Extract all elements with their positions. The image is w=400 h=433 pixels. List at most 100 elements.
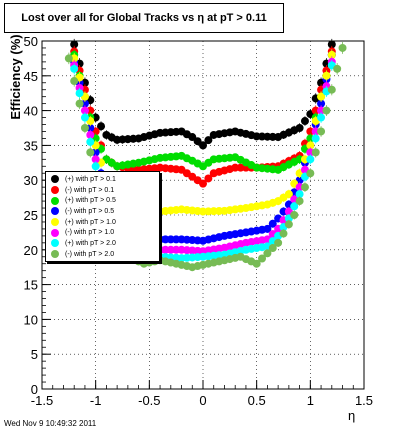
data-point [300,117,309,126]
y-tick-label: 20 [24,243,38,258]
data-point [284,220,293,229]
data-point [290,211,299,219]
legend-marker [51,207,59,216]
data-point [86,148,95,157]
data-point [258,254,267,263]
y-tick-label: 25 [24,208,38,223]
y-tick-label: 5 [31,347,38,362]
x-axis-label: η [348,408,356,423]
data-point [188,133,197,142]
data-point [284,190,293,199]
data-point [263,249,272,258]
y-tick-label: 15 [24,278,38,293]
data-point [252,259,261,268]
legend-marker [51,239,59,248]
data-point [338,43,347,52]
data-point [300,183,309,192]
legend-entry: (+) with pT > 0.5 [51,195,159,206]
y-tick-label: 0 [31,382,38,397]
legend-marker [51,175,59,184]
data-point [290,202,299,211]
data-point [317,92,326,101]
data-point [64,54,73,63]
axes: -1.5 -1 -0.5 0 0.5 1 1.5 0 5 10 15 20 25 30 35 40 45 50 [24,34,374,408]
data-point [75,89,84,98]
data-point [317,127,326,136]
data-point [263,224,272,233]
y-tick-label: 10 [24,312,38,327]
legend-entry: (+) with pT > 0.1 [51,174,159,185]
y-tick-label: 45 [24,69,38,84]
x-tick-label: -1.5 [31,393,53,408]
data-point [268,244,277,253]
data-point [80,124,89,132]
data-point [70,64,79,73]
legend-label: (-) with pT > 1.0 [65,229,115,237]
data-point [199,141,207,150]
legend-marker [51,218,59,227]
y-tick-label: 40 [24,104,38,119]
data-point [91,162,100,171]
data-point [274,238,283,247]
chart-title: Lost over all for Global Tracks vs η at … [4,3,284,33]
legend-label: (-) with pT > 0.1 [65,186,115,194]
legend-entry: (-) with pT > 1.0 [51,227,159,238]
legend-entry: (+) with pT > 1.0 [51,217,159,228]
x-tick-label: 1 [307,393,314,408]
legend-label: (-) with pT > 0.5 [65,207,115,215]
data-point [204,136,213,145]
data-point [70,40,79,49]
data-point [306,141,315,150]
x-tick-label: -1 [90,393,102,408]
data-point [97,122,106,131]
data-point [322,71,331,80]
legend-label: (+) with pT > 0.1 [65,175,116,183]
data-point [327,40,336,49]
x-tick-label: 1.5 [355,393,373,408]
data-point [86,137,95,146]
data-point [204,174,213,183]
data-point [306,155,315,164]
data-point [317,99,326,108]
data-point [80,106,89,115]
data-point [317,113,326,122]
data-point [311,148,320,157]
data-point [70,77,79,86]
data-point [279,229,288,238]
legend-marker [51,186,59,195]
data-point [193,137,202,146]
data-point [295,124,304,132]
data-point [199,179,207,188]
legend-marker [51,250,59,259]
series-0 [70,38,336,150]
data-point [327,50,336,59]
data-point [295,190,304,199]
data-point [327,85,336,94]
timestamp-footer: Wed Nov 9 10:49:32 2011 [4,419,97,428]
legend-label: (+) with pT > 2.0 [65,239,116,247]
y-tick-label: 30 [24,173,38,188]
legend-entry: (-) with pT > 0.1 [51,185,159,196]
y-tick-label: 35 [24,138,38,153]
y-tick-label: 50 [24,34,38,49]
legend-label: (+) with pT > 0.5 [65,197,116,205]
data-point [75,99,84,108]
data-point [333,64,342,73]
data-point [91,155,100,164]
x-tick-label: -0.5 [138,393,160,408]
legend: (+) with pT > 0.1 (-) with pT > 0.1 (+) … [45,171,160,262]
x-tick-label: 0.5 [248,393,266,408]
legend-label: (-) with pT > 2.0 [65,250,115,258]
data-point [268,219,277,228]
data-point [311,134,320,143]
legend-entry: (-) with pT > 2.0 [51,249,159,260]
data-point [86,130,95,139]
legend-marker [51,228,59,237]
x-tick-label: 0 [199,393,206,408]
legend-marker [51,196,59,205]
legend-label: (+) with pT > 1.0 [65,218,116,226]
data-point [80,113,89,122]
data-point [295,197,304,206]
y-axis-label: Efficiency (%) [8,34,23,120]
legend-entry: (+) with pT > 2.0 [51,238,159,249]
